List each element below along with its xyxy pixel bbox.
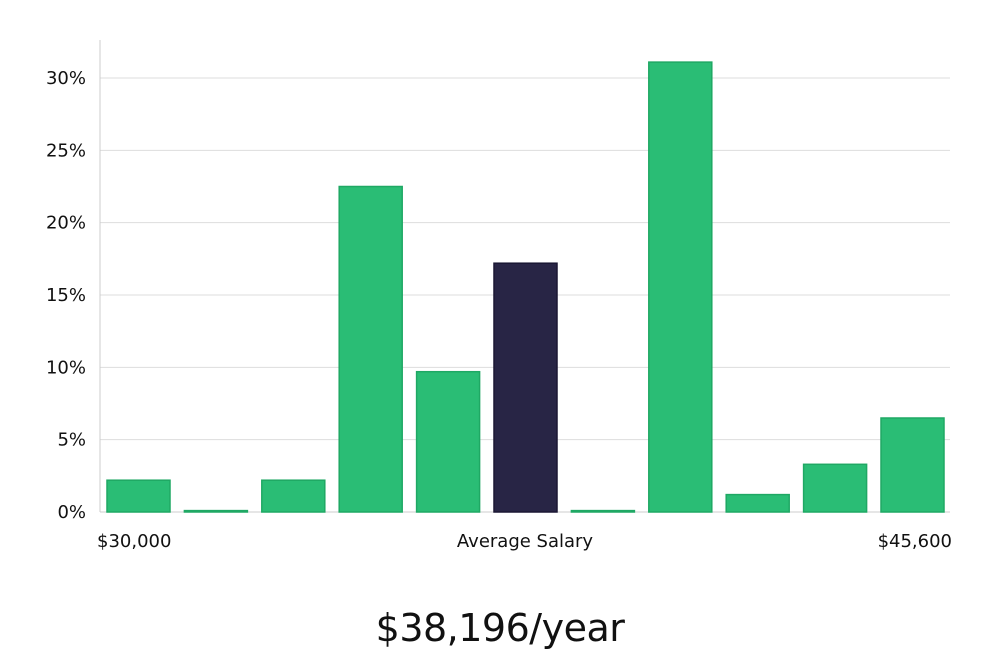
bar xyxy=(802,463,868,513)
bar-highlighted xyxy=(493,262,558,513)
bars xyxy=(106,61,945,513)
bar xyxy=(338,185,403,513)
average-salary-summary: $38,196/year xyxy=(375,606,625,650)
bar xyxy=(106,479,171,513)
x-axis-title: Average Salary xyxy=(457,531,594,552)
bar xyxy=(880,417,945,513)
y-tick-label: 5% xyxy=(57,430,86,451)
bar xyxy=(648,61,713,513)
x-max-label: $45,600 xyxy=(878,531,952,552)
x-min-label: $30,000 xyxy=(97,531,171,552)
bar xyxy=(570,509,636,513)
y-tick-label: 0% xyxy=(57,502,86,523)
bar xyxy=(725,493,790,513)
y-tick-label: 30% xyxy=(46,68,86,89)
y-tick-label: 15% xyxy=(46,285,86,306)
y-tick-label: 20% xyxy=(46,213,86,234)
salary-histogram: 0% 5% 10% 15% 20% 25% 30% $30,000 Average Sala… xyxy=(46,40,952,552)
y-tick-label: 10% xyxy=(46,357,86,378)
bar xyxy=(183,509,249,513)
bar xyxy=(415,370,481,513)
y-tick-labels: 0% 5% 10% 15% 20% 25% 30% xyxy=(46,68,86,523)
y-tick-label: 25% xyxy=(46,140,86,161)
bar xyxy=(261,479,326,513)
